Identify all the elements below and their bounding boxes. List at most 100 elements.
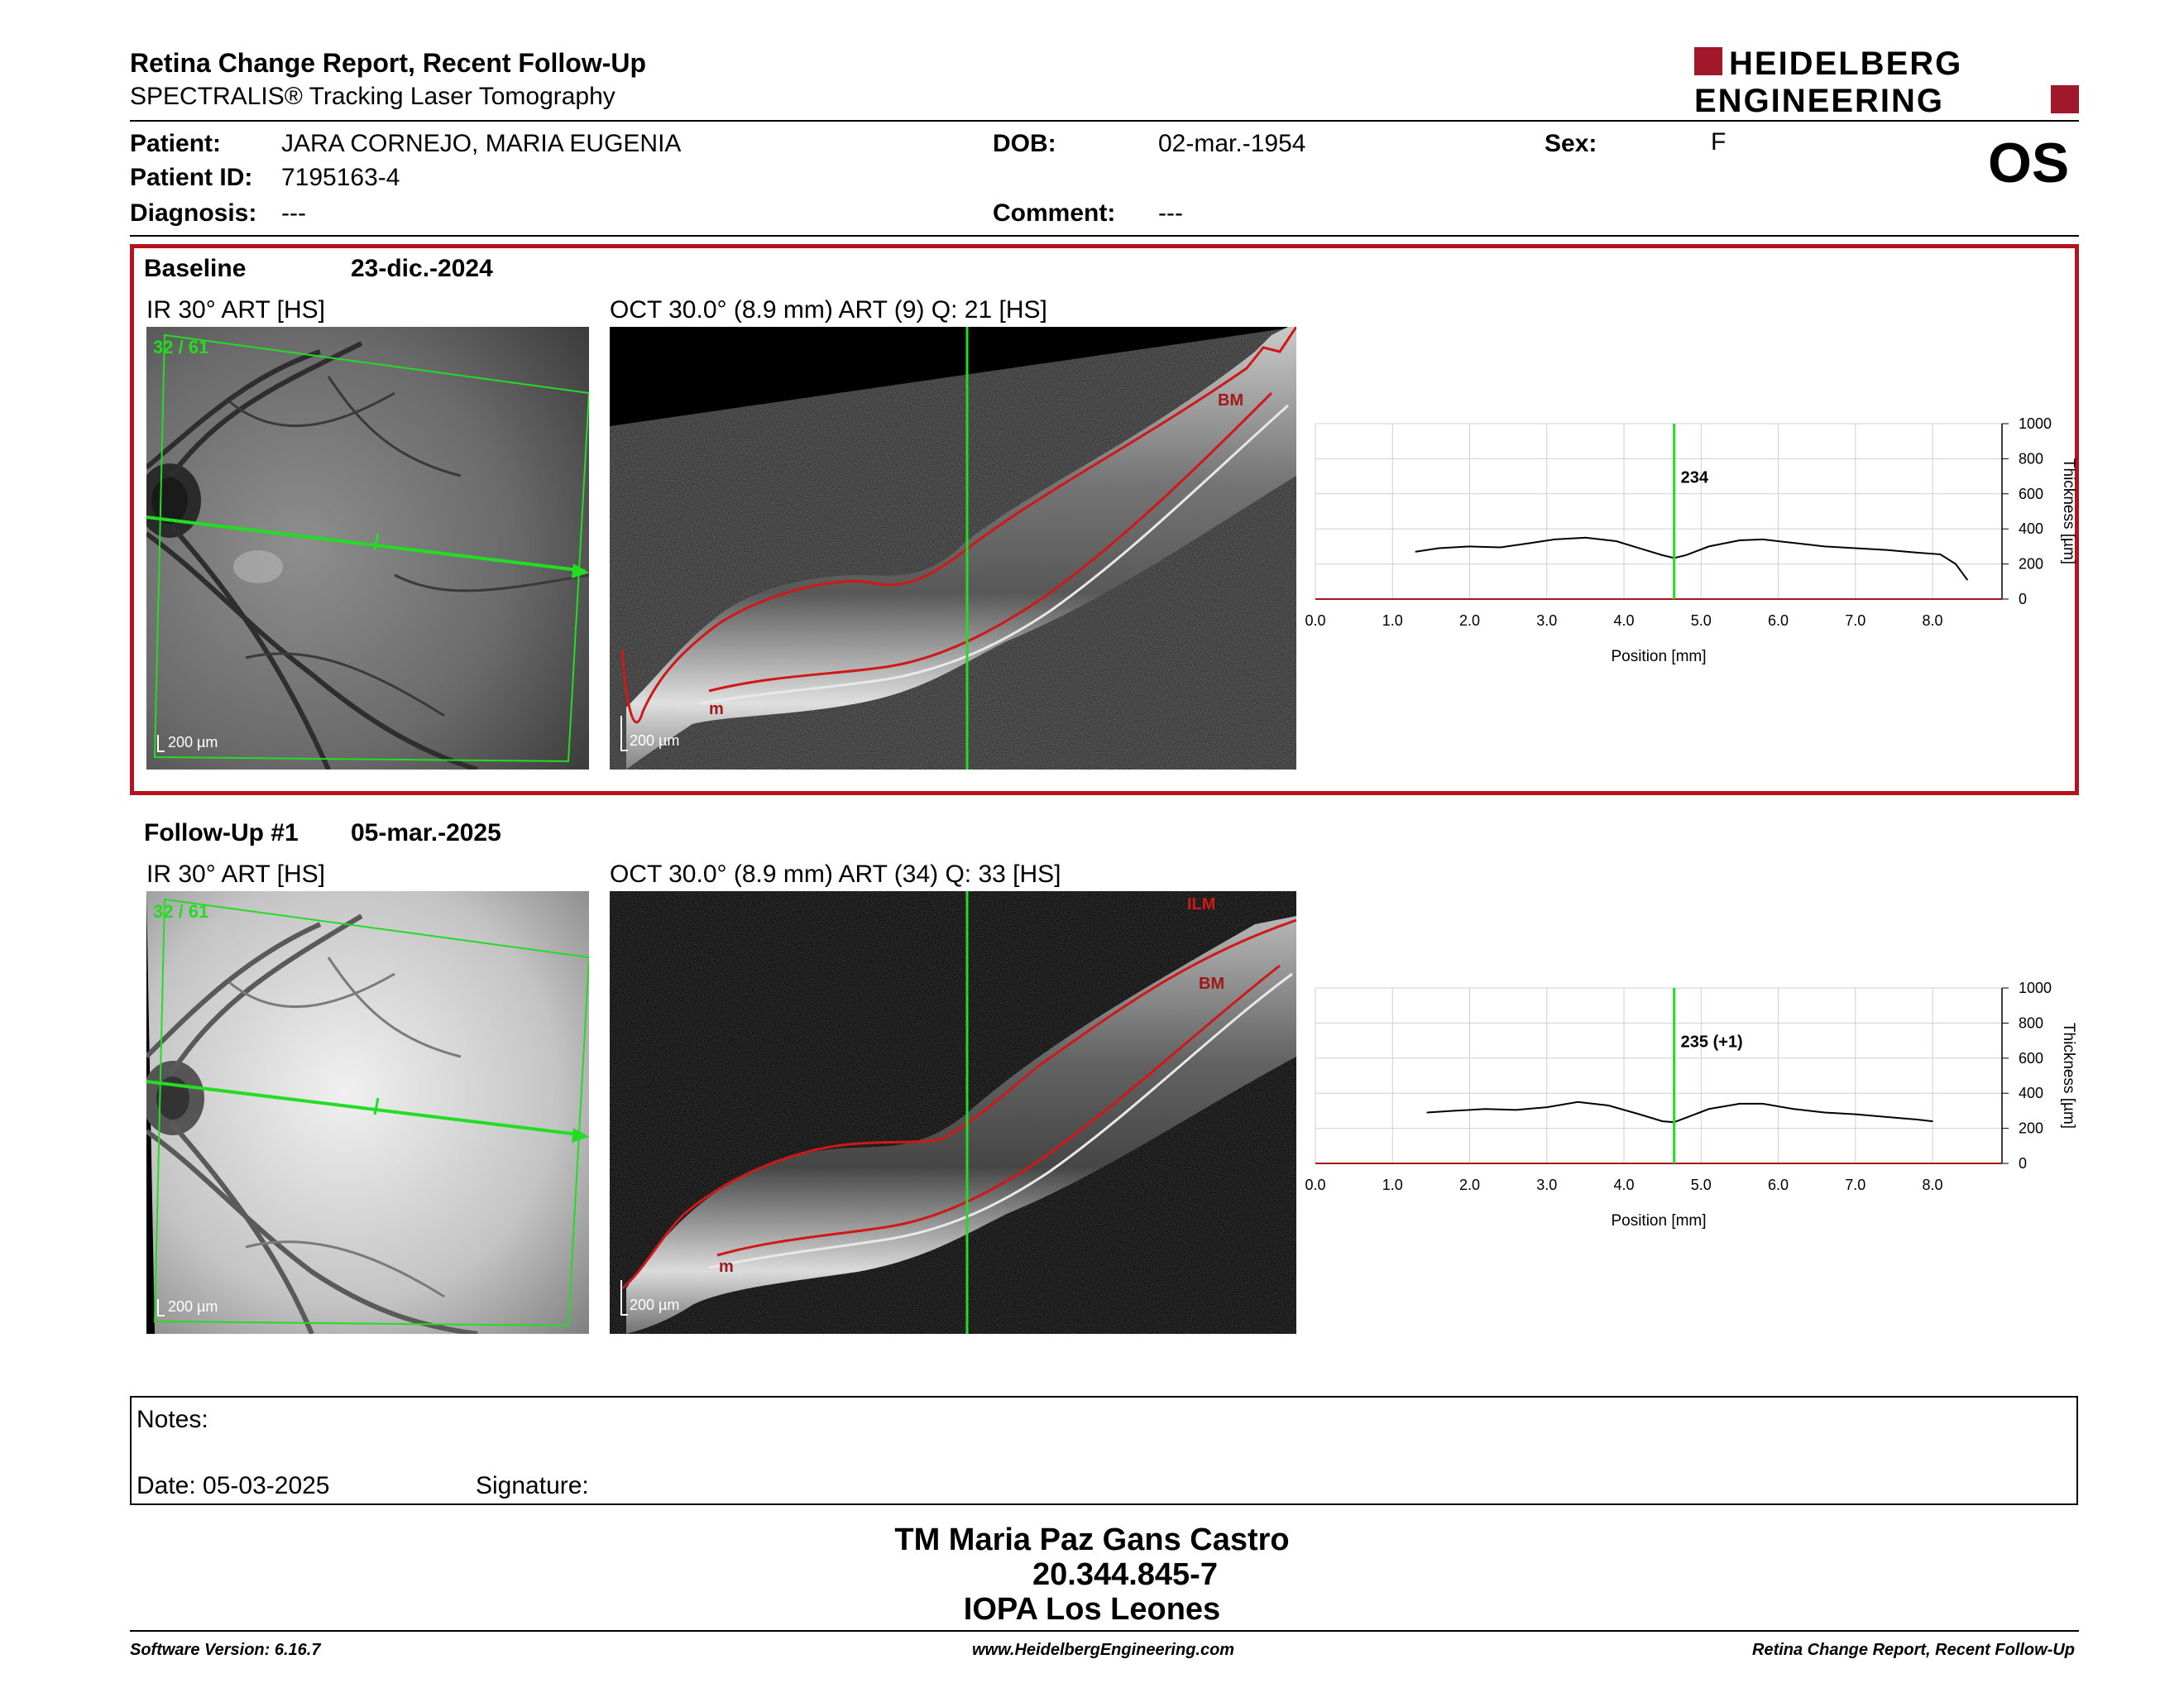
patient-name: JARA CORNEJO, MARIA EUGENIA <box>281 130 682 157</box>
x-tick-label: 0.0 <box>1305 1177 1325 1193</box>
thickness-point <box>1707 1108 1710 1110</box>
svg-text:200 µm: 200 µm <box>168 734 218 750</box>
notes-label: Notes: <box>136 1406 208 1433</box>
x-axis-label: Position [mm] <box>1611 1212 1706 1230</box>
header-rule <box>130 120 2079 122</box>
notes-box[interactable]: Notes: Date: 05-03-2025 Signature: <box>130 1396 2078 1505</box>
x-tick-label: 3.0 <box>1536 1177 1557 1193</box>
y-tick-label: 1000 <box>2019 980 2052 996</box>
thickness-point <box>1661 554 1664 556</box>
followup-ir-image[interactable]: 32 / 61 200 µm <box>146 891 589 1334</box>
y-tick-label: 600 <box>2019 486 2043 502</box>
thickness-point <box>1932 1120 1933 1122</box>
baseline-frame <box>130 244 2079 795</box>
x-tick-label: 8.0 <box>1923 612 1943 629</box>
footer-report: Retina Change Report, Recent Follow-Up <box>1752 1641 2076 1659</box>
dob-value: 02-mar.-1954 <box>1158 130 1306 157</box>
x-axis-label: Position [mm] <box>1611 648 1706 665</box>
baseline-thickness-chart: 0.0 1.0 2.0 3.0 4.0 5.0 6.0 7.0 8.0 0 200 400 600 800… <box>1305 415 2077 665</box>
baseline-ir-image[interactable]: 32 / 61 200 µm <box>146 327 589 770</box>
followup-date: 05-mar.-2025 <box>351 819 501 846</box>
x-tick-label: 2.0 <box>1459 612 1480 629</box>
patient-id-label: Patient ID: <box>130 164 253 191</box>
thickness-point <box>1793 1108 1795 1110</box>
thickness-point <box>1684 1117 1687 1119</box>
thickness-point <box>1638 1113 1640 1115</box>
thickness-point <box>1739 1103 1741 1105</box>
x-tick-label: 6.0 <box>1768 612 1789 629</box>
thickness-point <box>1762 539 1764 540</box>
y-tick-label: 400 <box>2019 1085 2043 1101</box>
thickness-point <box>1823 545 1826 548</box>
patient-rule <box>130 235 2079 237</box>
x-tick-label: 8.0 <box>1923 1177 1943 1193</box>
svg-text:m: m <box>719 1258 734 1276</box>
signatory-name: TM Maria Paz Gans Castro <box>894 1523 1290 1557</box>
thickness-point <box>1762 1103 1764 1105</box>
thickness-point <box>1739 539 1741 541</box>
thickness-point <box>1661 1120 1664 1122</box>
report-subtitle: SPECTRALIS® Tracking Laser Tomography <box>130 83 615 110</box>
thickness-point <box>1468 545 1471 548</box>
sex-value: F <box>1711 128 1727 156</box>
y-tick-label: 800 <box>2019 1014 2043 1031</box>
thickness-point <box>1793 542 1795 544</box>
thickness-point <box>1554 539 1555 540</box>
signature-label: Signature: <box>476 1472 589 1499</box>
thickness-point <box>1545 1106 1548 1108</box>
thickness-point <box>1500 546 1502 549</box>
y-tick-label: 0 <box>2019 1155 2027 1172</box>
svg-text:m: m <box>709 700 724 718</box>
y-axis-label: Thickness [µm] <box>2060 458 2077 564</box>
patient-label: Patient: <box>130 130 222 157</box>
thickness-line <box>1415 536 1968 581</box>
y-tick-label: 1000 <box>2019 415 2052 432</box>
thickness-point <box>1855 1113 1856 1115</box>
footer-rule <box>130 1630 2079 1632</box>
eye-indicator: OS <box>1988 132 2070 194</box>
y-axis-label: Thickness [µm] <box>2060 1023 2077 1129</box>
marker-value-label: 234 <box>1681 469 1709 487</box>
thickness-point <box>1885 1116 1887 1118</box>
svg-text:ILM: ILM <box>1187 895 1215 914</box>
thickness-point <box>1966 578 1968 581</box>
y-tick-label: 200 <box>2019 556 2043 573</box>
thickness-point <box>1939 554 1942 555</box>
svg-text:200 µm: 200 µm <box>630 1297 679 1313</box>
thickness-point <box>1515 1109 1517 1111</box>
footer-website[interactable]: www.HeidelbergEngineering.com <box>972 1641 1235 1659</box>
thickness-point <box>1584 537 1587 539</box>
signatory-id: 20.344.845-7 <box>1032 1557 1218 1592</box>
thickness-point <box>1684 554 1687 556</box>
thickness-point <box>1484 1108 1486 1110</box>
x-tick-label: 6.0 <box>1768 1177 1789 1193</box>
baseline-label: Baseline <box>144 255 247 282</box>
x-tick-label: 5.0 <box>1691 612 1712 629</box>
svg-text:HEIDELBERG: HEIDELBERG <box>1729 46 1962 82</box>
comment-label: Comment: <box>993 199 1116 227</box>
report-title: Retina Change Report, Recent Follow-Up <box>130 48 647 78</box>
y-tick-label: 0 <box>2019 591 2027 607</box>
x-tick-label: 4.0 <box>1614 1177 1635 1193</box>
dob-label: DOB: <box>993 130 1056 157</box>
baseline-date: 23-dic.-2024 <box>351 255 493 282</box>
followup-ir-title: IR 30° ART [HS] <box>146 861 325 888</box>
thickness-point <box>1454 1110 1455 1112</box>
x-tick-label: 3.0 <box>1536 612 1557 629</box>
thickness-point <box>1955 563 1956 565</box>
svg-text:32 / 61: 32 / 61 <box>153 901 208 922</box>
y-tick-label: 200 <box>2019 1120 2043 1137</box>
svg-text:ENGINEERING: ENGINEERING <box>1694 83 1944 118</box>
followup-thickness-chart: 0.0 1.0 2.0 3.0 4.0 5.0 6.0 7.0 8.0 0 200 400 600 800… <box>1305 980 2077 1230</box>
followup-oct-image[interactable]: ILM BM m 200 µm <box>610 891 1296 1334</box>
thickness-point <box>1615 540 1617 542</box>
svg-text:BM: BM <box>1199 975 1224 993</box>
x-tick-label: 7.0 <box>1845 1177 1866 1193</box>
diagnosis-label: Diagnosis: <box>130 199 257 227</box>
thickness-point <box>1916 552 1918 554</box>
x-tick-label: 5.0 <box>1691 1177 1712 1193</box>
thickness-point <box>1707 545 1710 548</box>
baseline-oct-image[interactable]: BM m 200 µm <box>610 327 1296 770</box>
thickness-point <box>1415 550 1417 553</box>
thickness-point <box>1916 1119 1918 1120</box>
